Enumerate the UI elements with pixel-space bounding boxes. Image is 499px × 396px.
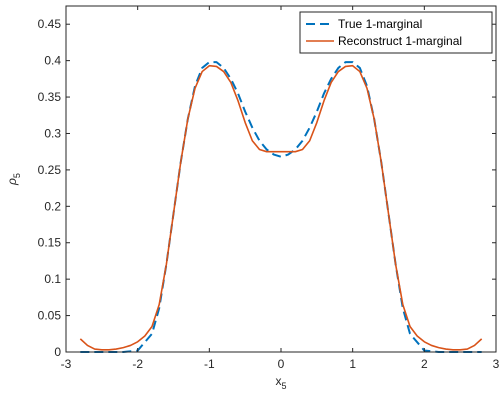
x-axis-label: x5 — [275, 374, 286, 391]
x-tick-label: -2 — [132, 357, 143, 371]
x-tick-label: 0 — [278, 357, 285, 371]
y-tick-label: 0.3 — [44, 126, 61, 140]
y-tick-label: 0.2 — [44, 199, 61, 213]
y-tick-label: 0 — [54, 345, 61, 359]
y-axis-label: ρ5 — [5, 173, 22, 186]
y-axis-label-subscript: 5 — [12, 173, 22, 178]
y-tick-label: 0.4 — [44, 54, 61, 68]
series-layer — [79, 61, 483, 353]
legend-box — [299, 11, 493, 54]
y-tick-label: 0.45 — [38, 17, 62, 31]
x-axis-label-subscript: 5 — [281, 381, 286, 391]
series-line-reconstruct-1-marginal — [79, 64, 483, 351]
x-tick-label: 3 — [493, 357, 499, 371]
y-tick-label: 0.35 — [38, 90, 62, 104]
x-axis-label-main: x — [275, 374, 281, 388]
legend: True 1-marginal Reconstruct 1-marginal — [299, 11, 493, 54]
legend-label-true-marginal: True 1-marginal — [338, 17, 422, 31]
y-tick-label: 0.25 — [38, 163, 62, 177]
y-tick-label: 0.05 — [38, 309, 62, 323]
y-tick-label: 0.1 — [44, 272, 61, 286]
x-tick-label: -3 — [61, 357, 72, 371]
tick-layer: -3 -2 -1 0 1 2 3 0 0.05 0.1 0.15 0.2 0.25 0.3 0.35 0.4 0… — [38, 6, 499, 371]
legend-label-reconstruct-marginal: Reconstruct 1-marginal — [338, 34, 462, 48]
x-tick-label: 2 — [421, 357, 428, 371]
x-tick-label: 1 — [349, 357, 356, 371]
x-tick-label: -1 — [204, 357, 215, 371]
y-tick-label: 0.15 — [38, 236, 62, 250]
y-axis-label-main: ρ — [5, 178, 19, 186]
